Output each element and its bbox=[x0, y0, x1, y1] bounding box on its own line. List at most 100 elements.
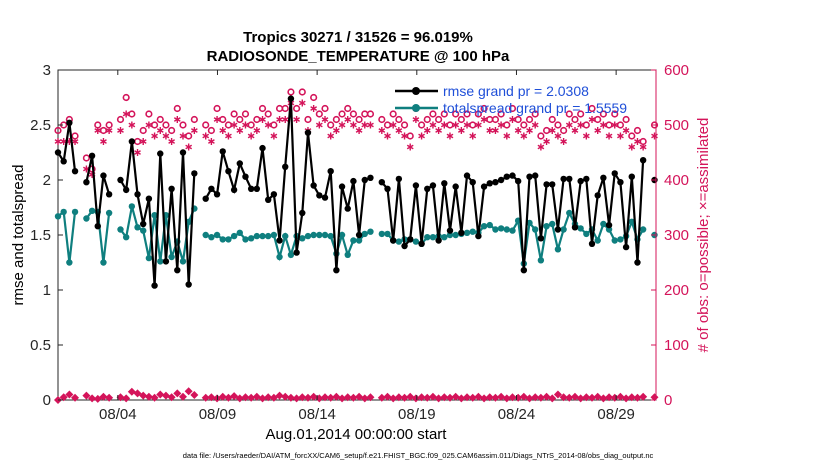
obs-possible-point bbox=[168, 126, 176, 135]
obs-rejected-point bbox=[553, 390, 562, 399]
totalspread-point bbox=[157, 258, 164, 265]
rmse-point bbox=[122, 186, 130, 194]
obs-rejected-point bbox=[332, 392, 341, 401]
y-tick-label: 1.5 bbox=[30, 227, 51, 244]
obs-possible-point bbox=[491, 115, 500, 124]
obs-rejected-point bbox=[144, 392, 153, 401]
totalspread-point bbox=[429, 234, 437, 241]
totalspread-point bbox=[60, 208, 67, 216]
rmse-point bbox=[634, 259, 641, 266]
y-axis-right: 0 100 200 300 400 500 600 bbox=[651, 62, 689, 409]
obs-rejected-point bbox=[525, 394, 534, 403]
totalspread-point bbox=[361, 230, 368, 238]
obs-rejected-point bbox=[105, 393, 114, 402]
obs-assimilated-point bbox=[225, 132, 232, 140]
obs-possible-point bbox=[310, 93, 318, 102]
totalspread-point bbox=[628, 218, 635, 225]
rmse-point bbox=[174, 267, 181, 274]
obs-rejected-point bbox=[139, 391, 148, 400]
totalspread-point bbox=[145, 254, 153, 262]
totalspread-point bbox=[344, 251, 351, 258]
y2-tick-label: 300 bbox=[664, 227, 689, 244]
totalspread-point bbox=[503, 226, 510, 233]
obs-possible-point bbox=[287, 88, 295, 96]
obs-possible-point bbox=[224, 121, 233, 129]
totalspread-point bbox=[611, 237, 618, 244]
totalspread-point bbox=[452, 231, 459, 239]
rmse-point bbox=[509, 172, 516, 179]
rmse-point bbox=[611, 170, 618, 177]
obs-possible-point bbox=[457, 115, 465, 124]
obs-assimilated-point bbox=[151, 132, 158, 140]
obs-rejected-point bbox=[440, 393, 449, 402]
obs-possible-point bbox=[213, 104, 221, 113]
obs-possible-point bbox=[349, 110, 358, 118]
obs-assimilated-point bbox=[213, 116, 221, 123]
obs-rejected-point bbox=[355, 392, 364, 401]
rmse-point bbox=[395, 175, 403, 183]
obs-rejected-point bbox=[156, 390, 165, 399]
rmse-point bbox=[145, 195, 153, 202]
totalspread-point bbox=[441, 234, 448, 241]
rmse-point bbox=[566, 175, 573, 183]
rmse-point bbox=[497, 176, 505, 184]
obs-assimilated-point bbox=[446, 132, 454, 140]
obs-possible-point bbox=[179, 121, 187, 129]
totalspread-point bbox=[549, 220, 556, 228]
obs-rejected-point bbox=[599, 394, 608, 403]
obs-rejected-point bbox=[542, 392, 551, 401]
chart-subtitle: RADIOSONDE_TEMPERATURE @ 100 hPa bbox=[207, 48, 510, 65]
rmse-point bbox=[100, 172, 107, 179]
rmse-point bbox=[338, 183, 346, 190]
obs-rejected-point bbox=[178, 392, 187, 401]
obs-possible-point bbox=[293, 104, 301, 113]
totalspread-point bbox=[140, 227, 147, 234]
obs-assimilated-point bbox=[122, 110, 130, 118]
rmse-point bbox=[617, 179, 624, 186]
obs-rejected-point bbox=[201, 393, 210, 402]
obs-possible-point bbox=[599, 110, 607, 118]
totalspread-point bbox=[412, 238, 420, 245]
totalspread-point bbox=[514, 217, 522, 224]
totalspread-point bbox=[270, 231, 278, 239]
rmse-point bbox=[344, 205, 351, 212]
obs-rejected-point bbox=[639, 392, 648, 401]
obs-rejected-point bbox=[377, 393, 386, 402]
obs-assimilated-point bbox=[344, 116, 352, 123]
rmse-point bbox=[219, 148, 226, 155]
obs-rejected-point bbox=[292, 394, 301, 403]
obs-possible-point bbox=[582, 121, 590, 129]
obs-rejected-point bbox=[491, 393, 500, 402]
obs-assimilated-point bbox=[270, 132, 278, 140]
rmse-point bbox=[458, 229, 465, 236]
obs-rejected-point bbox=[59, 393, 68, 402]
y2-tick-label: 500 bbox=[664, 117, 689, 134]
obs-rejected-point bbox=[559, 393, 568, 402]
rmse-point bbox=[213, 191, 221, 198]
obs-rejected-point bbox=[502, 394, 511, 403]
obs-rejected-point bbox=[588, 393, 597, 402]
rmse-point bbox=[583, 175, 590, 183]
obs-rejected-point bbox=[218, 392, 227, 401]
rmse-point bbox=[299, 209, 306, 217]
rmse-point bbox=[480, 183, 488, 190]
y2-axis-label: # of obs: o=possible; ×=assimilated bbox=[695, 118, 712, 353]
obs-assimilated-point bbox=[582, 132, 590, 140]
totalspread-point bbox=[287, 251, 295, 258]
totalspread-point bbox=[310, 231, 317, 239]
chart-title: Tropics 30271 / 31526 = 96.019% bbox=[243, 29, 473, 46]
totalspread-point bbox=[282, 232, 289, 240]
totalspread-point bbox=[486, 221, 493, 229]
rmse-point bbox=[435, 237, 442, 244]
obs-rejected-point bbox=[82, 391, 91, 400]
obs-possible-point bbox=[480, 104, 488, 113]
x-tick-label: 08/14 bbox=[298, 406, 336, 423]
obs-assimilated-point bbox=[384, 132, 391, 140]
rmse-point bbox=[532, 172, 539, 179]
obs-possible-point bbox=[82, 154, 91, 162]
rmse-point bbox=[140, 220, 147, 228]
obs-rejected-point bbox=[321, 393, 330, 402]
rmse-point bbox=[571, 224, 579, 231]
totalspread-point bbox=[66, 259, 73, 266]
totalspread-point bbox=[463, 229, 471, 236]
